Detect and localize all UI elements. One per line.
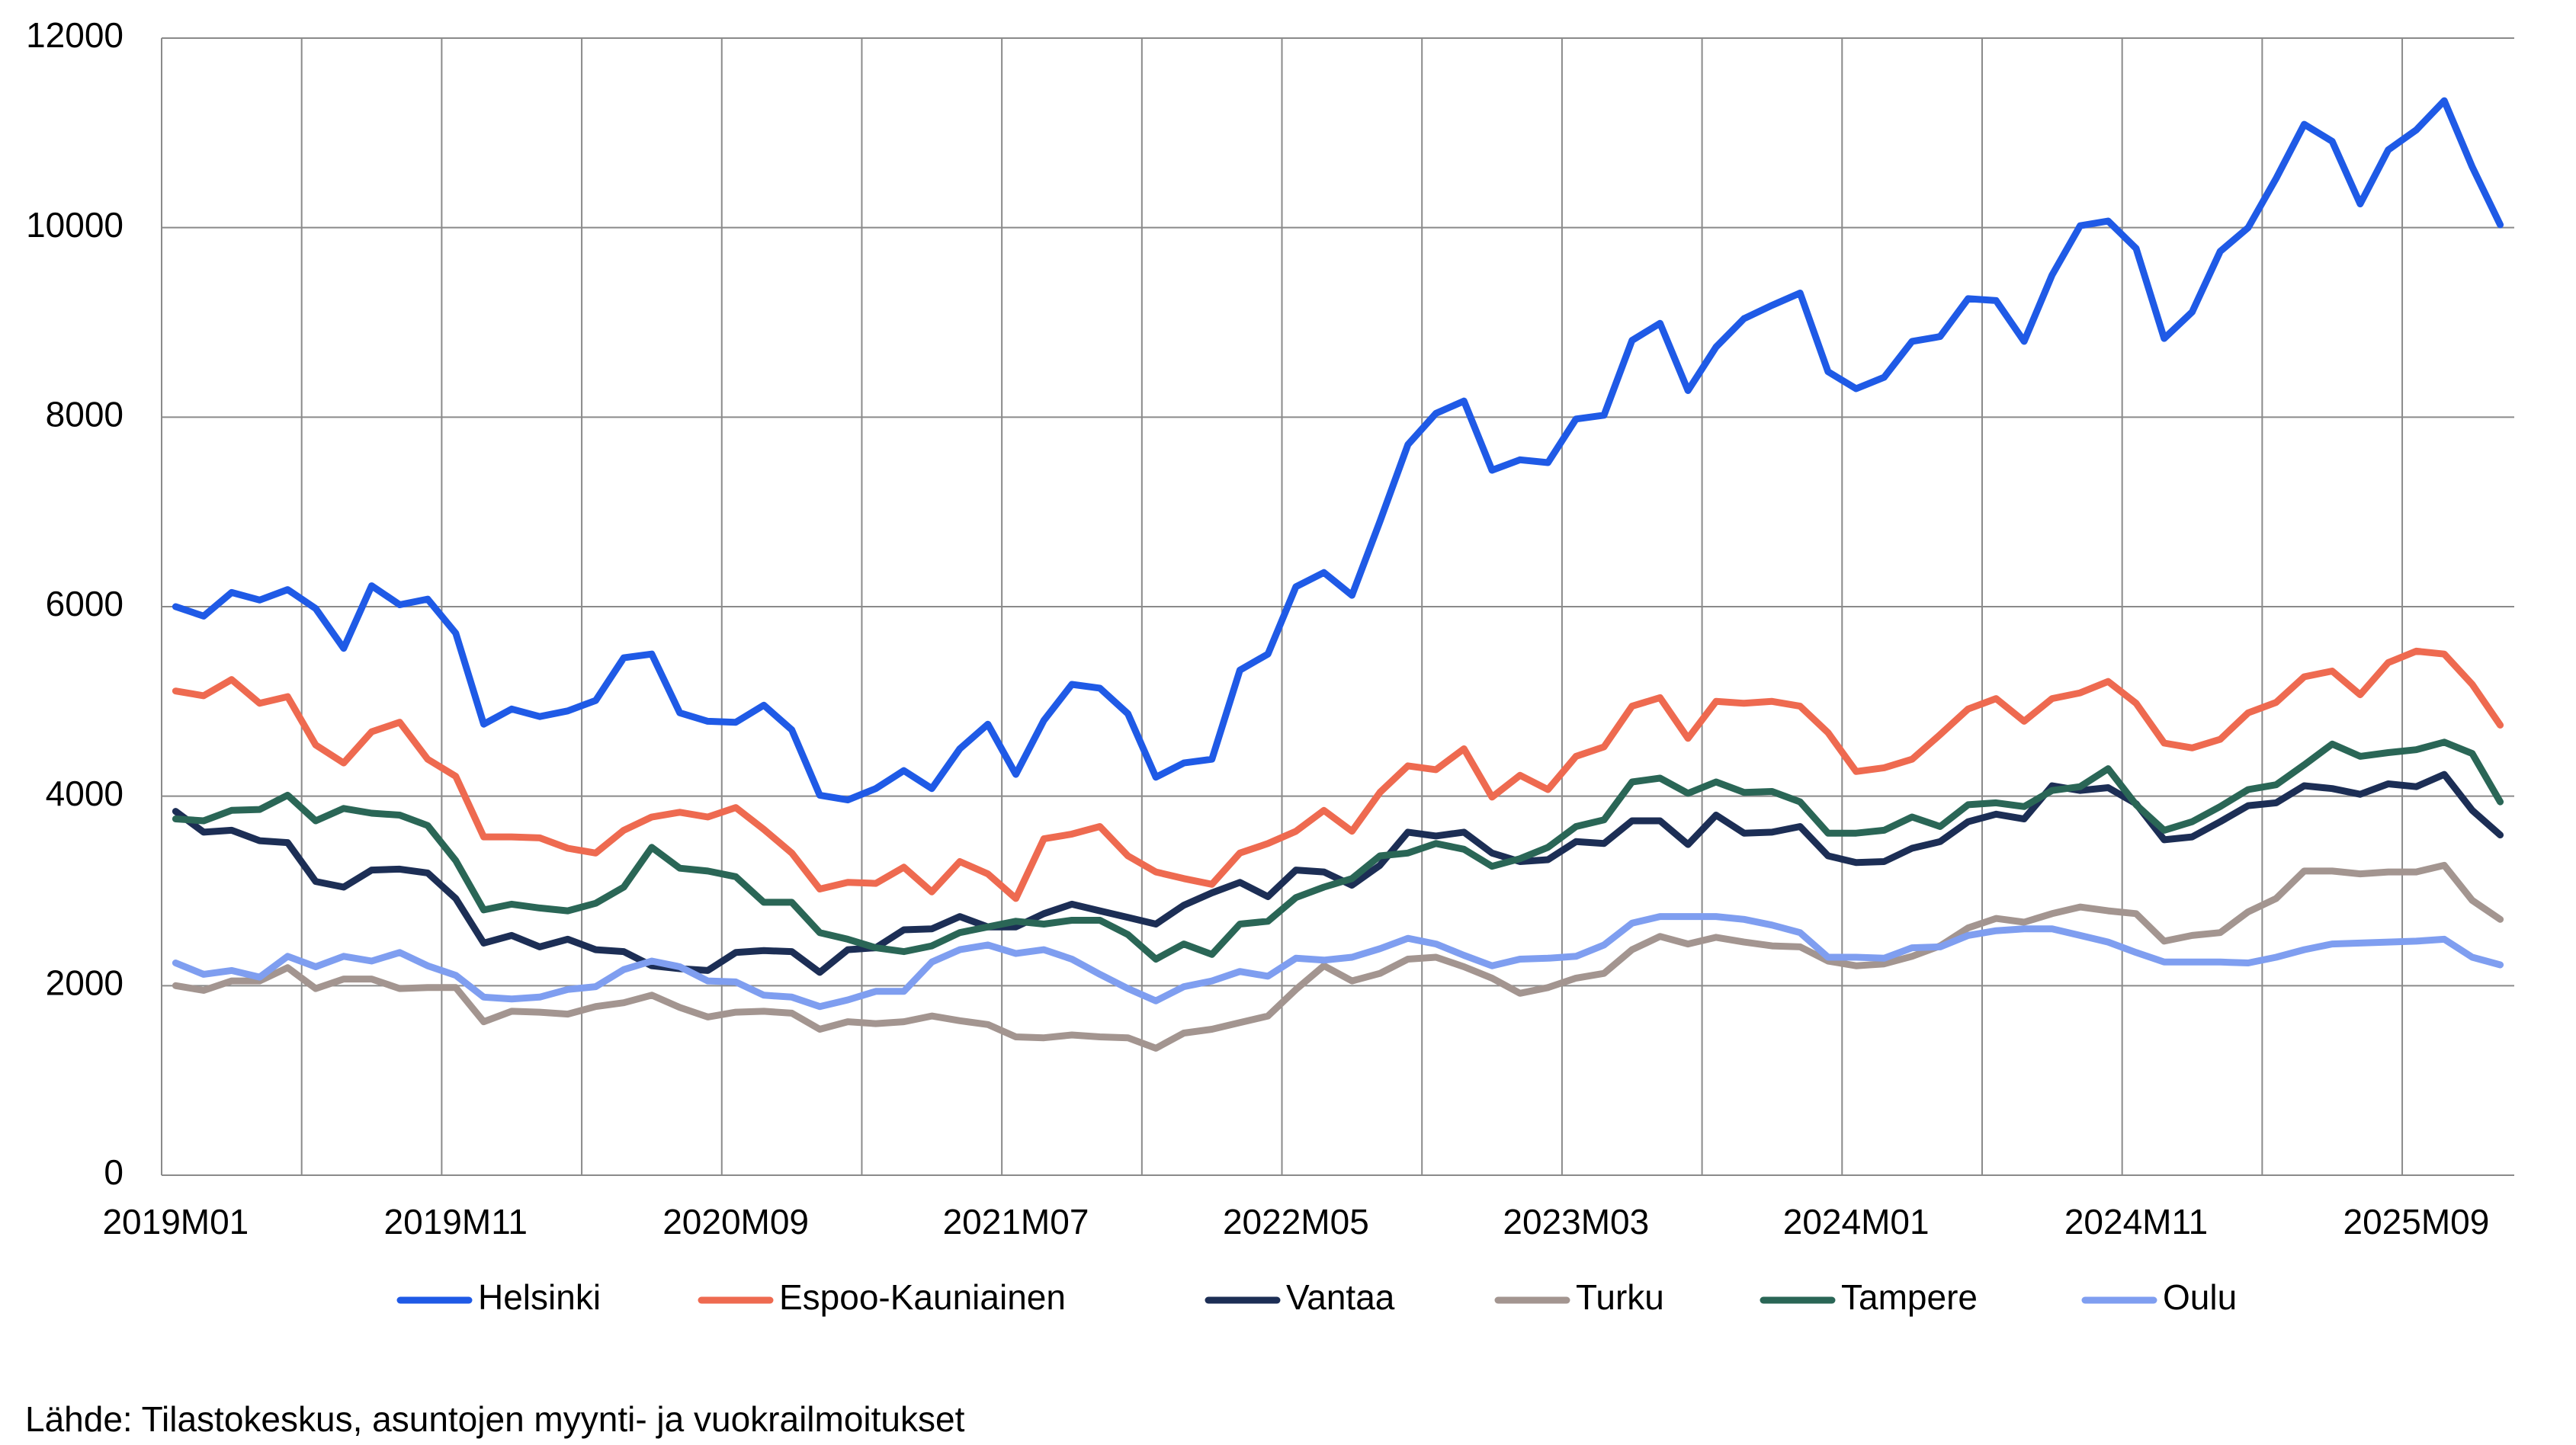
x-tick-label: 2024M01 bbox=[1783, 1202, 1930, 1242]
x-tick-label: 2024M11 bbox=[2064, 1202, 2208, 1242]
y-tick-label: 0 bbox=[104, 1152, 124, 1192]
legend-label: Oulu bbox=[2163, 1277, 2237, 1317]
source-note: Lähde: Tilastokeskus, asuntojen myynti- … bbox=[25, 1399, 965, 1439]
y-tick-label: 4000 bbox=[46, 774, 124, 813]
legend-label: Turku bbox=[1576, 1277, 1664, 1317]
x-tick-label: 2020M09 bbox=[662, 1202, 809, 1242]
legend-label: Tampere bbox=[1841, 1277, 1978, 1317]
x-tick-label: 2025M09 bbox=[2343, 1202, 2490, 1242]
x-tick-label: 2022M05 bbox=[1223, 1202, 1369, 1242]
x-tick-label: 2019M11 bbox=[384, 1202, 528, 1242]
x-tick-label: 2023M03 bbox=[1503, 1202, 1649, 1242]
y-tick-label: 6000 bbox=[46, 584, 124, 623]
series-line bbox=[172, 647, 2504, 902]
legend-label: Helsinki bbox=[478, 1277, 601, 1317]
x-tick-label: 2021M07 bbox=[943, 1202, 1089, 1242]
series-line bbox=[172, 913, 2504, 1011]
series-line bbox=[172, 739, 2504, 963]
y-tick-label: 2000 bbox=[46, 963, 124, 1002]
series-line bbox=[172, 97, 2504, 804]
series-line bbox=[172, 771, 2504, 976]
legend-label: Espoo-Kauniainen bbox=[779, 1277, 1066, 1317]
y-tick-label: 12000 bbox=[26, 15, 124, 55]
legend-label: Vantaa bbox=[1286, 1277, 1395, 1317]
y-tick-label: 8000 bbox=[46, 394, 124, 434]
x-tick-label: 2019M01 bbox=[102, 1202, 249, 1242]
series-line bbox=[172, 861, 2504, 1052]
y-tick-label: 10000 bbox=[26, 205, 124, 245]
